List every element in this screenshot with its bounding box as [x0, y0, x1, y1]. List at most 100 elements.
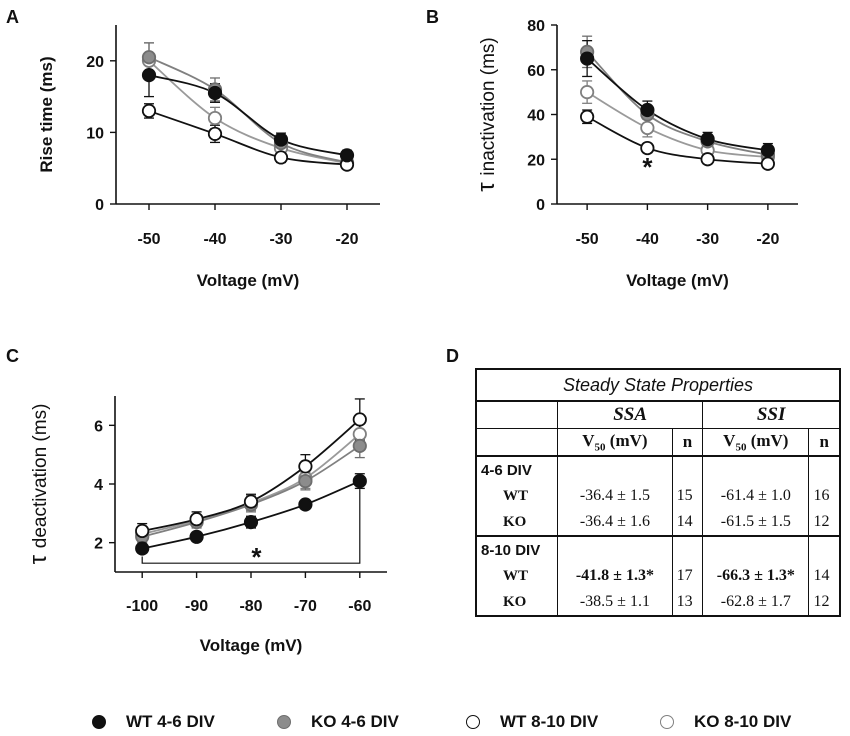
data-point-wt-4-6-div [339, 148, 355, 163]
x-tick-label: -40 [636, 231, 659, 248]
data-point-ko-8-10-div [640, 120, 655, 136]
ssi-n-cell: 12 [808, 509, 840, 537]
table-row: WT -36.4 ± 1.5 15 -61.4 ± 1.0 16 [476, 483, 840, 509]
data-point-wt-4-6-div [273, 132, 289, 147]
significance-asterisk: * [642, 152, 653, 182]
data-point-wt-8-10-div [352, 412, 367, 427]
ssi-n-cell: 14 [808, 563, 840, 589]
significance-bracket [141, 489, 361, 564]
ssi-v50-cell: -61.5 ± 1.5 [702, 509, 809, 537]
filled-gray-circle-icon [277, 715, 291, 729]
x-tick-label: -40 [203, 231, 226, 248]
table-row: KO -36.4 ± 1.6 14 -61.5 ± 1.5 12 [476, 509, 840, 537]
legend-label: WT 4-6 DIV [126, 712, 215, 731]
x-tick-label: -20 [335, 231, 358, 248]
data-point-wt-4-6-div [189, 529, 204, 544]
row-condition: WT [503, 567, 529, 584]
table-title: Steady State Properties [476, 369, 840, 402]
data-point-wt-8-10-div [580, 109, 595, 124]
data-point-wt-4-6-div [700, 132, 715, 147]
series-line-wt-4-6-div [148, 74, 348, 157]
x-axis-title: Voltage (mV) [626, 271, 729, 290]
x-tick-label: -70 [294, 598, 317, 615]
ssa-n-header: n [671, 428, 703, 457]
ssa-n-cell: 13 [671, 589, 703, 616]
steady-state-table: Steady State Properties SSA SSI V50 (mV)… [475, 368, 841, 617]
x-tick-label: -20 [756, 231, 779, 248]
ssi-n-cell: 12 [808, 589, 840, 616]
data-point-wt-8-10-div [640, 140, 655, 156]
x-tick-label: -50 [137, 231, 160, 248]
data-point-wt-4-6-div [352, 473, 367, 489]
chart-b: 0 20 40 60 80 -50 -40 -30 -20 Voltage (mV) τ inact… [473, 18, 798, 290]
y-tick-label: 4 [94, 477, 103, 494]
ssi-v50-cell: -66.3 ± 1.3* [702, 563, 809, 589]
y-tick-label: 80 [527, 18, 545, 35]
y-tick-label: 0 [95, 197, 104, 214]
data-point-wt-4-6-div [580, 51, 595, 66]
data-point-wt-4-6-div [760, 143, 775, 158]
x-tick-label: -80 [239, 598, 262, 615]
data-point-wt-8-10-div [273, 150, 289, 165]
legend-item-wt-4-6: WT 4-6 DIV [92, 710, 215, 734]
significance-asterisk: * [251, 542, 262, 572]
data-point-wt-8-10-div [243, 494, 259, 509]
open-gray-circle-icon [660, 715, 674, 729]
panel-label-c: C [6, 346, 19, 366]
data-point-wt-8-10-div [189, 512, 204, 527]
data-point-ko-4-6-div [352, 438, 367, 453]
legend-item-wt-8-10: WT 8-10 DIV [466, 710, 598, 734]
panel-label-d: D [446, 346, 459, 366]
series-line-wt-8-10-div [586, 115, 768, 165]
y-tick-label: 60 [527, 63, 545, 80]
ssa-v50-cell: -36.4 ± 1.6 [557, 509, 673, 537]
y-tick-label: 40 [527, 108, 545, 125]
ssa-v50-cell: -38.5 ± 1.1 [557, 589, 673, 616]
x-tick-label: -100 [126, 598, 158, 615]
y-axis-title: τ deactivation (ms) [25, 404, 52, 565]
ssi-v50-header: V50 (mV) [702, 428, 809, 457]
ssi-v50-cell: -62.8 ± 1.7 [702, 589, 809, 616]
table-row: KO -38.5 ± 1.1 13 -62.8 ± 1.7 12 [476, 589, 840, 616]
y-axis-title: τ inactivation (ms) [473, 37, 500, 191]
x-tick-label: -50 [576, 231, 599, 248]
ssi-n-cell: 16 [808, 483, 840, 509]
legend-label: KO 4-6 DIV [311, 712, 399, 731]
y-tick-label: 20 [527, 152, 545, 169]
ssi-v50-cell: -61.4 ± 1.0 [702, 483, 809, 509]
open-black-circle-icon [466, 715, 480, 729]
chart-a: 0 10 20 -50 -40 -30 -20 Voltage (mV) Rise time (… [37, 25, 380, 290]
series-line-ko-8-10-div [586, 91, 768, 158]
ssa-v50-cell: -36.4 ± 1.5 [557, 483, 673, 509]
data-point-wt-8-10-div [298, 459, 313, 474]
series-line-wt-4-6-div [586, 57, 769, 152]
data-point-wt-4-6-div [207, 85, 223, 101]
ssi-n-header: n [808, 428, 840, 457]
series-line-ko-8-10-div [148, 60, 348, 165]
data-point-wt-4-6-div [135, 541, 150, 556]
data-point-wt-8-10-div [700, 152, 715, 167]
data-point-wt-4-6-div [298, 497, 313, 512]
data-point-wt-8-10-div [760, 156, 775, 171]
x-tick-label: -30 [696, 231, 719, 248]
ssa-v50-cell: -41.8 ± 1.3* [557, 563, 673, 589]
data-point-ko-4-6-div [141, 50, 157, 65]
series-line-wt-8-10-div [148, 110, 348, 166]
ssa-n-cell: 17 [671, 563, 703, 589]
legend-label: KO 8-10 DIV [694, 712, 792, 731]
x-tick-label: -90 [185, 598, 208, 615]
table-row: WT -41.8 ± 1.3* 17 -66.3 ± 1.3* 14 [476, 563, 840, 589]
x-tick-label: -60 [348, 598, 371, 615]
data-point-ko-8-10-div [580, 85, 595, 100]
legend-item-ko-4-6: KO 4-6 DIV [277, 710, 399, 734]
x-axis-title: Voltage (mV) [197, 271, 300, 290]
ssa-header: SSA [557, 401, 703, 429]
filled-black-circle-icon [92, 715, 106, 729]
legend-item-ko-8-10: KO 8-10 DIV [660, 710, 791, 734]
row-condition: KO [476, 509, 558, 537]
ssi-header: SSI [702, 401, 840, 429]
data-point-wt-8-10-div [141, 103, 157, 119]
series-line-wt-4-6-div [142, 480, 361, 550]
y-tick-label: 20 [86, 54, 104, 71]
